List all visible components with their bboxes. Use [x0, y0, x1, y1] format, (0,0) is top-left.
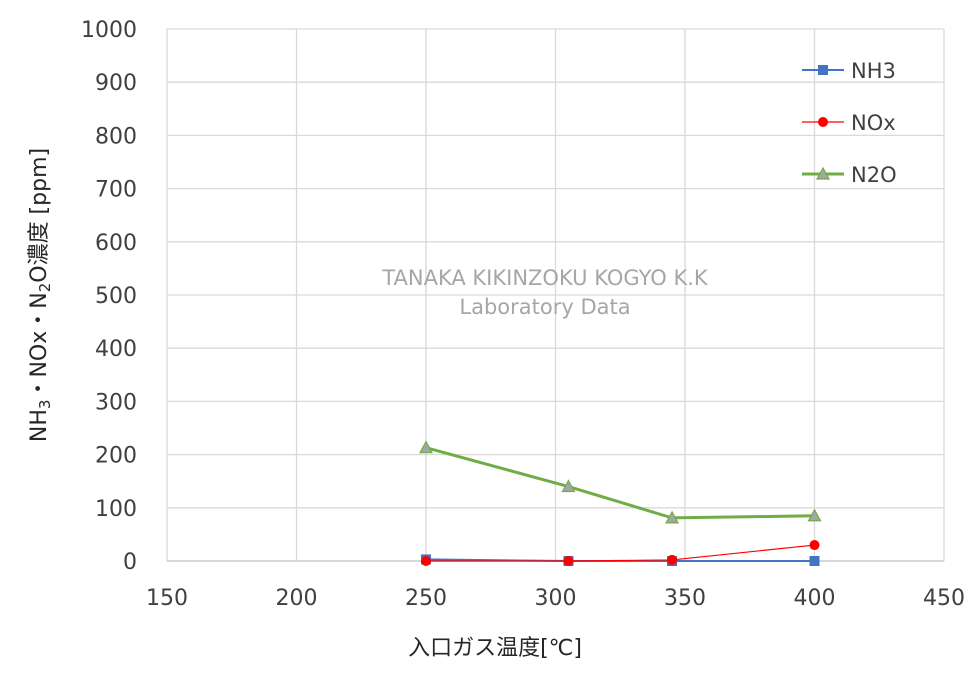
legend-item-n2o: N2O: [802, 163, 897, 187]
series-line-nox: [426, 544, 815, 562]
y-tick-label: 300: [95, 390, 137, 415]
data-point-n2o: [561, 479, 576, 493]
legend-label-n2o: N2O: [851, 163, 897, 187]
data-point-nox: [563, 556, 574, 566]
series-n2o: [418, 440, 822, 524]
y-tick-label: 400: [95, 337, 137, 362]
y-tick-label: 0: [123, 550, 137, 575]
y-tick-label: 800: [95, 124, 137, 149]
y-tick-label: 900: [95, 71, 137, 96]
x-tick-label: 400: [794, 586, 836, 611]
x-tick-label: 200: [276, 586, 318, 611]
legend-marker-n2o: [815, 166, 831, 180]
x-tick-label: 350: [664, 586, 706, 611]
data-point-nox: [421, 556, 431, 566]
watermark: TANAKA KIKINZOKU KOGYO K.K Laboratory Da…: [381, 266, 709, 319]
legend: NH3 NOx N2O: [802, 59, 897, 187]
y-axis-title-part: NH: [27, 409, 52, 442]
data-point-nh3: [809, 556, 820, 566]
y-axis-title-part: O濃度 [ppm]: [27, 148, 52, 283]
x-axis-ticks: 150 200 250 300 350 400 450: [146, 586, 965, 611]
gridlines: [166, 28, 945, 562]
y-tick-label: 100: [95, 497, 137, 522]
y-axis-title: NH3・NOx・N2O濃度 [ppm]: [27, 148, 54, 442]
y-axis-title-part: ・NOx・N: [27, 292, 52, 399]
watermark-line-2: Laboratory Data: [459, 295, 630, 319]
data-point-n2o: [807, 508, 822, 522]
data-point-nox: [809, 540, 820, 551]
series-line-n2o: [425, 446, 815, 520]
series-group: [418, 440, 822, 566]
watermark-line-1: TANAKA KIKINZOKU KOGYO K.K: [381, 266, 709, 290]
data-point-n2o: [665, 510, 680, 524]
y-axis-title-subscript: 2: [36, 283, 54, 293]
y-tick-label: 700: [95, 178, 137, 203]
legend-label-nh3: NH3: [851, 59, 896, 83]
x-axis-title: 入口ガス温度[℃]: [408, 636, 582, 661]
y-tick-label: 1000: [81, 18, 137, 43]
x-tick-label: 300: [535, 586, 577, 611]
x-tick-label: 450: [923, 586, 965, 611]
legend-marker-nh3: [818, 65, 828, 75]
series-nox: [421, 540, 820, 566]
legend-item-nox: NOx: [802, 111, 896, 135]
legend-label-nox: NOx: [851, 111, 896, 135]
y-tick-label: 200: [95, 444, 137, 469]
y-axis-title-subscript: 3: [36, 400, 54, 410]
data-point-nox: [667, 554, 678, 565]
x-tick-label: 150: [146, 586, 188, 611]
y-tick-label: 500: [95, 284, 137, 309]
x-tick-label: 250: [405, 586, 447, 611]
data-point-n2o: [418, 440, 434, 454]
y-axis-ticks: 0 100 200 300 400 500 600 700 800 900 1000: [81, 18, 137, 575]
legend-item-nh3: NH3: [802, 59, 896, 83]
y-tick-label: 600: [95, 231, 137, 256]
legend-marker-nox: [818, 117, 828, 127]
